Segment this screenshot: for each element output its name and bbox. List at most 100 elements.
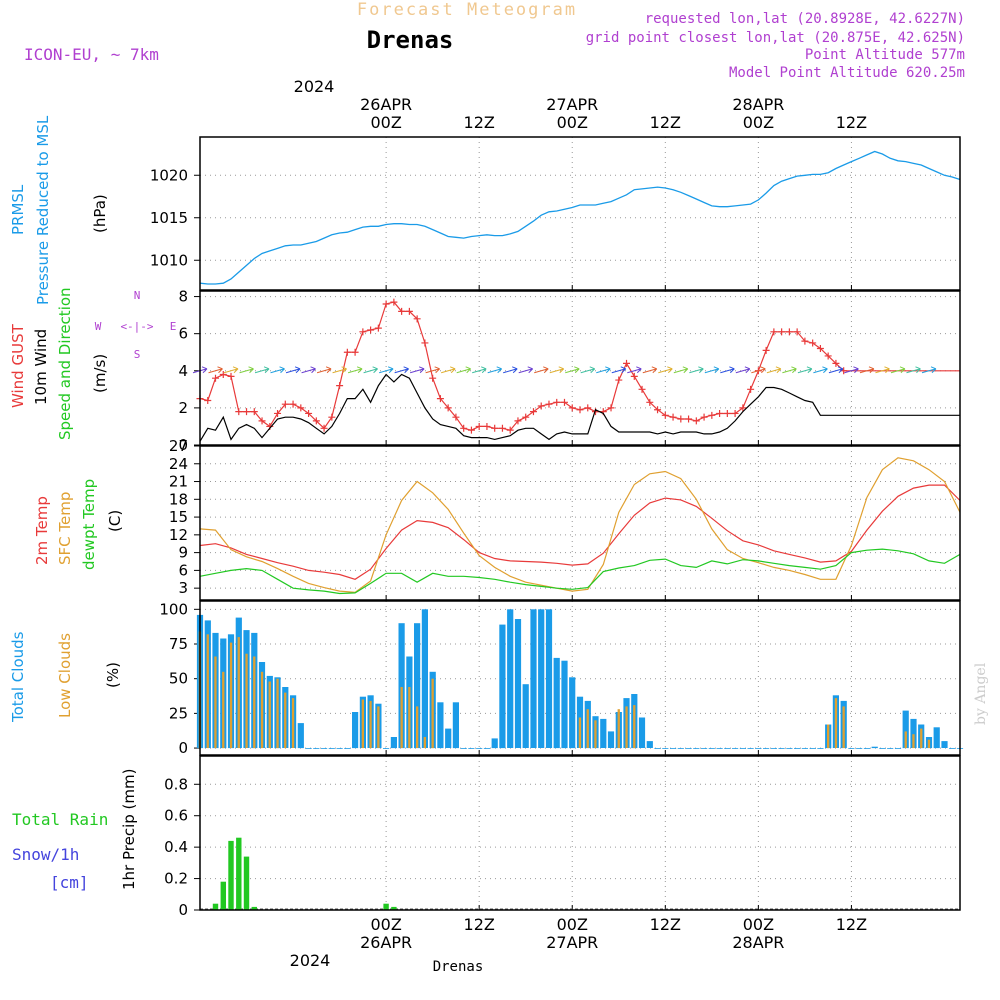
total-cloud-bar <box>654 748 661 749</box>
wind-direction-arrow <box>844 366 859 374</box>
prmsl-label: PRMSL <box>9 184 27 235</box>
total-cloud-bar <box>553 657 560 749</box>
y-tick-label: 1020 <box>150 166 188 184</box>
wind-direction-arrow <box>285 366 301 374</box>
bottom-year: 2024 <box>290 951 331 970</box>
total-cloud-bar <box>468 748 475 749</box>
total-cloud-bar <box>933 727 940 749</box>
wind-direction-arrow <box>673 366 689 374</box>
total-cloud-bar <box>638 717 646 748</box>
total-cloud-bar <box>398 623 405 749</box>
total-cloud-bar <box>561 660 568 749</box>
total-cloud-bar <box>476 748 483 749</box>
total-cloud-bar <box>685 748 692 749</box>
gust-point <box>747 385 755 393</box>
wind-direction-arrow <box>611 366 627 374</box>
top-hour-label: 00Z <box>370 113 401 132</box>
total-cloud-bar <box>763 748 770 749</box>
model-altitude: Model Point Altitude 620.25m <box>729 65 965 81</box>
gust-point <box>243 408 251 416</box>
gust-point <box>560 398 568 406</box>
gust-point <box>762 346 770 354</box>
gust-point <box>545 400 553 408</box>
rain-bar <box>383 903 389 910</box>
wind-direction-arrow <box>596 366 611 374</box>
total-cloud-bar <box>328 748 335 749</box>
gust-point <box>731 409 739 417</box>
low-cloud-bar <box>284 692 287 749</box>
total-cloud-bar <box>786 748 793 749</box>
gust-point <box>429 374 437 382</box>
total-cloud-bar <box>863 748 870 749</box>
wind-direction-arrow <box>689 366 704 374</box>
y-tick-label: 0.4 <box>164 838 188 856</box>
gust-point <box>219 370 227 378</box>
low-cloud-bar <box>423 737 426 749</box>
gust-point <box>677 415 685 423</box>
cloud-labels: Total Clouds Low Clouds (%) <box>9 631 122 723</box>
wind-direction-arrow <box>518 366 534 374</box>
bottom-date-label: 27APR <box>546 933 598 952</box>
clouds-frame <box>199 600 961 756</box>
wind-direction-arrow <box>906 366 921 374</box>
gust-point <box>320 424 328 432</box>
y-tick-label: 18 <box>169 490 188 508</box>
gust-point <box>483 422 491 430</box>
total-cloud-bar <box>507 609 514 748</box>
low-cloud-bar <box>633 705 636 749</box>
y-tick-label: 27 <box>169 437 188 455</box>
gust-point <box>716 409 724 417</box>
low-cloud-bar <box>369 700 372 749</box>
gust-point <box>654 406 662 414</box>
total-cloud-bar <box>452 702 459 749</box>
low-cloud-bar <box>268 681 271 749</box>
gust-point <box>661 411 669 419</box>
total-cloud-bar <box>437 702 444 749</box>
wind-direction-arrow <box>503 366 518 374</box>
pressure-panel: 1010 1015 1020 <box>150 136 961 291</box>
compass-n: N <box>134 289 141 302</box>
compass-w: W <box>95 320 102 333</box>
y-tick-label: 25 <box>169 704 188 722</box>
gust-point <box>351 348 359 356</box>
wind-direction-arrow <box>828 366 844 374</box>
top-date-label: 28APR <box>732 95 784 114</box>
wind-direction-arrow <box>627 366 642 374</box>
gust-point <box>584 404 592 412</box>
y-tick-label: 9 <box>178 544 188 562</box>
top-date-label: 27APR <box>546 95 598 114</box>
requested-coords: requested lon,lat (20.8928E, 42.6227N) <box>645 11 965 27</box>
gust-point <box>522 413 530 421</box>
total-cloud-bar <box>607 731 615 748</box>
wind10-label: 10m Wind <box>32 329 50 405</box>
rain-label: Total Rain <box>12 810 108 829</box>
total-cloud-bar <box>817 748 824 749</box>
total-cloud-bar <box>530 609 537 748</box>
gust-point <box>297 404 305 412</box>
total-cloud-bar <box>352 712 359 749</box>
y-tick-label: 2 <box>178 399 188 417</box>
t2m-label: 2m Temp <box>33 496 51 565</box>
gust-point <box>801 337 809 345</box>
wind-direction-arrow <box>270 366 285 374</box>
gust-point <box>576 406 584 414</box>
wind-direction-arrow <box>410 366 425 374</box>
low-cloud-bar <box>253 656 256 749</box>
wind-dir-label: Speed and Direction <box>56 287 74 440</box>
rain-bar <box>391 906 397 910</box>
gust-point <box>498 424 506 432</box>
gust-point <box>413 315 421 323</box>
low-cloud-bar <box>291 698 295 748</box>
wind-direction-arrow <box>751 366 766 374</box>
total-cloud-bar <box>887 748 894 749</box>
total-cloud-bar <box>701 748 708 749</box>
wind-direction-arrow <box>456 366 472 374</box>
gust-point <box>405 307 413 315</box>
total-cloud-bar <box>336 748 343 749</box>
total-cloud-bar <box>871 746 878 749</box>
gust-point <box>630 372 638 380</box>
total-cloud-bar <box>313 748 320 749</box>
y-tick-label: 8 <box>178 288 188 306</box>
y-tick-label: 4 <box>178 362 188 380</box>
